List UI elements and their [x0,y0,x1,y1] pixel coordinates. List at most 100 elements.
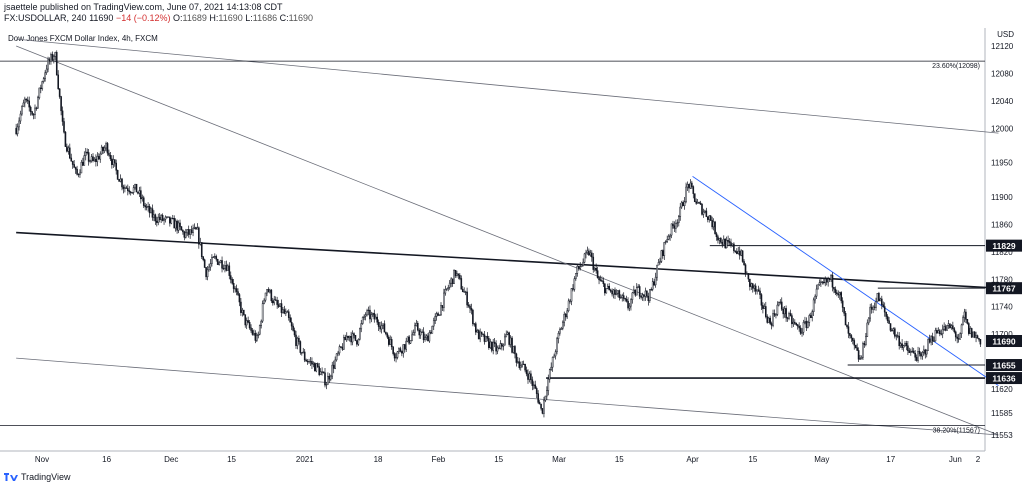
candle-body [730,242,732,246]
candle-body [116,170,119,180]
candle [528,371,531,383]
candle [366,308,368,317]
candle [944,324,947,332]
candle [211,254,213,267]
candle-body [55,52,58,76]
candle [602,277,605,288]
candle-body [76,168,78,175]
candle-body [329,375,332,380]
candle-body [931,336,934,342]
candle [969,326,972,335]
candle-body [724,238,726,249]
chart-header: jsaettele published on TradingView.com, … [4,2,313,24]
candle [908,347,911,353]
candle [570,287,573,306]
candle [973,331,976,339]
candle-body [357,339,360,345]
candle [111,155,113,169]
candle [885,311,887,320]
candle [622,292,625,302]
candle-body [659,261,661,263]
candle-body [702,211,705,215]
candle [653,278,655,286]
candle [767,316,770,323]
candle-body [35,107,38,109]
candle-body [978,338,980,340]
candle-body [717,236,719,241]
candle [648,288,651,303]
candle [269,288,271,294]
candle [952,321,954,331]
x-tick-label: 16 [102,455,111,464]
candle [93,157,96,162]
candle-body [770,323,773,326]
candle [135,183,138,193]
candle-body [944,326,947,331]
candle [501,342,503,351]
candle [486,332,489,342]
candle [978,337,980,342]
candle-body [843,307,845,314]
candle [150,206,152,214]
candle [512,345,515,354]
candle [970,327,973,339]
candle [245,317,248,330]
candle-body [586,250,589,253]
candle [325,381,328,390]
candle [778,301,780,307]
candle-body [224,265,226,269]
candle [735,248,738,255]
candle-body [559,329,561,334]
candle [351,330,354,346]
candle [796,324,799,330]
candle [960,323,963,338]
candle-body [682,202,684,206]
candle-body [506,332,509,335]
candle [909,348,912,356]
candle [164,215,167,223]
candle [905,340,908,351]
candle-body [862,343,864,358]
candle-body [589,252,592,256]
candle-body [851,337,854,341]
candle-body [148,205,151,214]
candle [572,284,574,292]
candle-body [155,220,158,223]
candle [760,293,763,310]
candle-body [282,309,284,313]
candle [282,307,284,314]
candle [880,295,883,310]
candle-body [815,288,818,297]
candle-body [354,335,357,341]
candle-body [203,259,206,268]
candle-body [134,183,136,188]
candle-body [695,201,697,204]
candle-body [373,313,376,320]
candle [851,337,854,345]
candle [907,341,909,356]
candle-body [834,288,837,293]
candle-body [241,309,244,313]
candle [385,331,387,336]
candle [817,284,819,290]
candle [145,203,148,211]
candle-body [142,197,145,206]
candle [234,286,236,293]
candle [921,350,924,360]
candle-body [161,215,164,221]
candle [846,324,848,329]
candle-body [540,403,542,409]
candle-body [936,329,938,334]
candle-body [295,334,297,346]
candle-body [244,314,247,326]
candle-body [775,314,777,316]
candle-body [738,250,741,256]
candle [180,226,183,231]
candle [785,305,787,322]
candle-body [105,143,107,149]
candle [302,347,305,354]
candle [422,327,425,343]
candle-body [856,347,858,351]
candle [472,308,474,327]
